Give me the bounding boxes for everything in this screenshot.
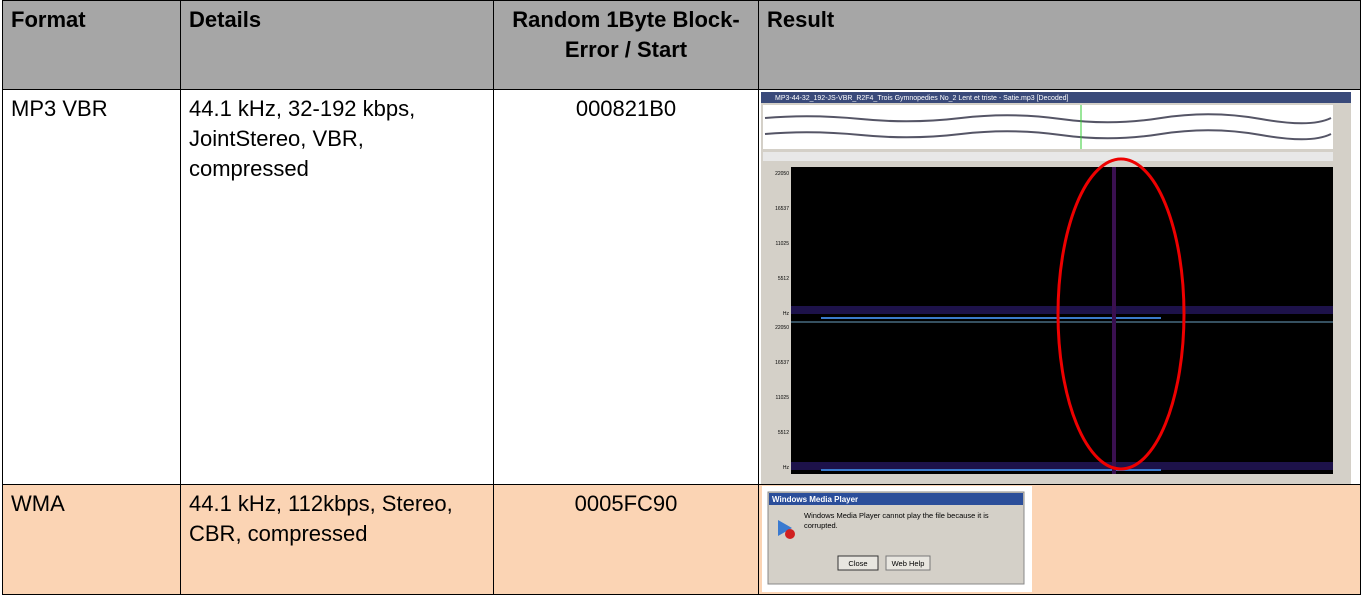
header: Random 1Byte Block-Error / Start: [493, 0, 759, 90]
band: [791, 462, 1333, 470]
button-label[interactable]: Web Help: [892, 559, 925, 568]
dialog-message: Windows Media Player cannot play the fil…: [804, 511, 989, 530]
error-icon: [785, 529, 795, 539]
button[interactable]: [837, 555, 879, 571]
dialog-title: Windows Media Player: [772, 495, 858, 504]
error-line: [1112, 167, 1116, 474]
button[interactable]: [885, 555, 931, 571]
header-row: Format Details Random 1Byte Block-Error …: [2, 0, 1361, 90]
row: WMA 44.1 kHz, 112kbps, Stereo, CBR, comp…: [2, 484, 1361, 595]
header: Format: [2, 0, 181, 90]
title-bar: [761, 92, 1351, 103]
row: MP3 VBR 44.1 kHz, 32-192 kbps, JointSter…: [2, 89, 1361, 485]
freq-label: 5512: [778, 276, 789, 282]
cell: 0005FC90: [493, 484, 759, 595]
spectrogram: [791, 167, 1333, 474]
icon: [778, 520, 792, 536]
cell: 44.1 kHz, 112kbps, Stereo, CBR, compress…: [180, 484, 494, 595]
freq-label: 16537: [775, 206, 789, 212]
title-bar: [769, 493, 1023, 505]
highlight-ellipse: [1056, 157, 1186, 471]
cell: 000821B0: [493, 89, 759, 485]
freq-label: Hz: [783, 465, 790, 471]
band: [791, 306, 1333, 314]
cell: Windows Media Player Windows Media Playe…: [758, 484, 1361, 595]
waveform-area: [763, 105, 1333, 149]
scrollbar: [763, 152, 1333, 161]
freq-label: 22050: [775, 171, 789, 177]
window-title: MP3-44-32_192-JS-VBR_R2F4_Trois Gymnoped…: [775, 95, 1069, 102]
header: Result: [758, 0, 1361, 90]
cell: MP3-44-32_192-JS-VBR_R2F4_Trois Gymnoped…: [758, 89, 1361, 485]
dialog-screenshot: Windows Media Player Windows Media Playe…: [762, 486, 1032, 592]
freq-label: 22050: [775, 325, 789, 331]
spectrogram-screenshot: MP3-44-32_192-JS-VBR_R2F4_Trois Gymnoped…: [761, 92, 1351, 484]
cell: WMA: [2, 484, 181, 595]
cell: MP3 VBR: [2, 89, 181, 485]
freq-label: 16537: [775, 360, 789, 366]
cell: 44.1 kHz, 32-192 kbps, JointStereo, VBR,…: [180, 89, 494, 485]
freq-label: Hz: [783, 311, 790, 317]
freq-label: 11025: [775, 395, 789, 401]
header: Details: [180, 0, 494, 90]
waveform: [764, 113, 1332, 141]
button-label[interactable]: Close: [848, 559, 867, 568]
freq-label: 11025: [775, 241, 789, 247]
freq-label: 5512: [778, 430, 789, 436]
